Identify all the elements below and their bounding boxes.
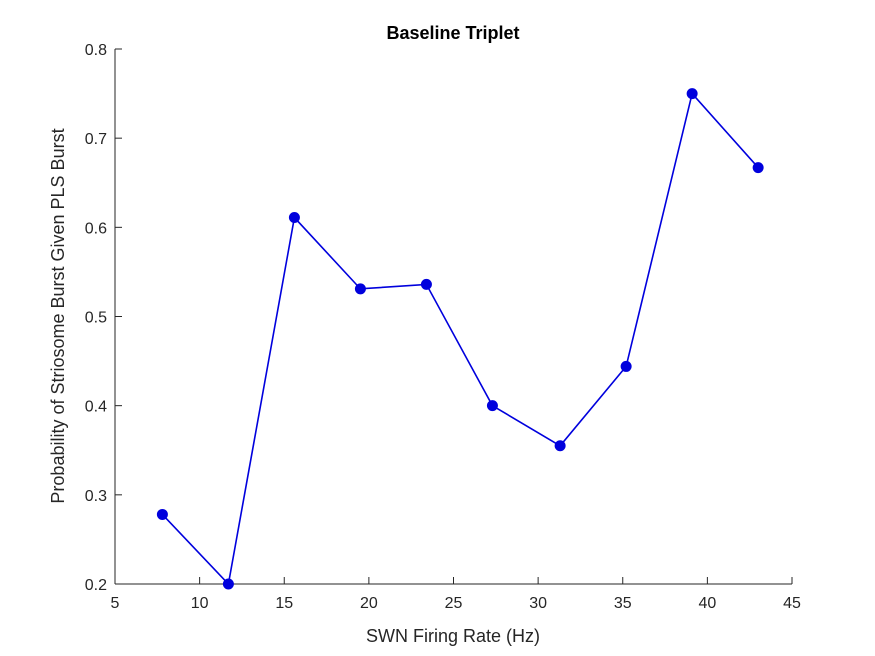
y-tick-label: 0.3	[85, 488, 107, 505]
y-tick-label: 0.8	[85, 42, 107, 59]
data-point	[686, 88, 698, 100]
data-point	[420, 278, 432, 290]
x-axis-ticks: 5 10 15 20 25 30 35 40 45	[111, 577, 801, 612]
y-tick-label: 0.5	[85, 310, 107, 327]
x-axis-label: SWN Firing Rate (Hz)	[366, 626, 540, 646]
chart-title: Baseline Triplet	[386, 23, 519, 43]
x-tick-label: 40	[698, 595, 716, 612]
y-tick-label: 0.6	[85, 220, 107, 237]
x-tick-label: 30	[529, 595, 547, 612]
y-tick-label: 0.4	[85, 399, 107, 416]
x-tick-label: 5	[111, 595, 120, 612]
data-point	[752, 162, 764, 174]
data-point	[222, 578, 234, 590]
y-tick-label: 0.2	[85, 577, 107, 594]
plot-area: 5 10 15 20 25 30 35 40 45 0.2 0.3 0.4 0.5 0.6 0.7 0.8	[85, 42, 801, 612]
x-tick-label: 35	[614, 595, 632, 612]
y-axis-ticks: 0.2 0.3 0.4 0.5 0.6 0.7 0.8	[85, 42, 122, 594]
data-point	[156, 508, 168, 520]
data-point	[620, 360, 632, 372]
x-tick-label: 15	[275, 595, 293, 612]
y-tick-label: 0.7	[85, 131, 107, 148]
x-tick-label: 20	[360, 595, 378, 612]
data-point	[554, 440, 566, 452]
data-point	[354, 283, 366, 295]
data-point	[486, 400, 498, 412]
x-tick-label: 10	[191, 595, 209, 612]
series-layer	[156, 88, 764, 590]
data-point	[288, 212, 300, 224]
y-axis-label: Probability of Striosome Burst Given PLS…	[48, 128, 68, 503]
x-tick-label: 25	[445, 595, 463, 612]
series-line	[161, 91, 759, 586]
x-tick-label: 45	[783, 595, 801, 612]
